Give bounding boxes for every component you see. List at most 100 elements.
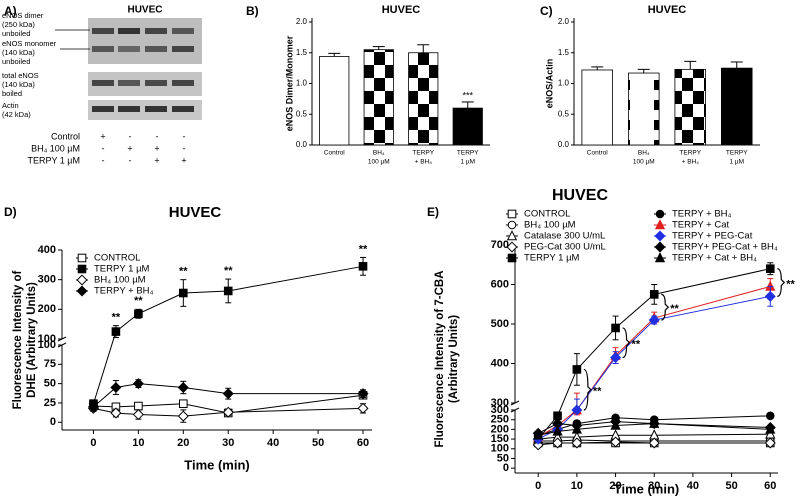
x-tick-label: 60 <box>764 480 776 492</box>
marker <box>610 436 622 448</box>
treatment-sign: + <box>154 143 159 153</box>
marker <box>765 264 775 273</box>
y-tick-label: 500 <box>491 318 509 330</box>
panel-label: E) <box>427 205 439 219</box>
x-tick-label: 1 µM <box>729 159 744 166</box>
y-tick-label: 700 <box>491 239 509 251</box>
treatment-sign: + <box>154 155 159 165</box>
chart-title: HUVEC <box>382 4 421 16</box>
marker <box>572 365 582 374</box>
y-tick-label: 1.0 <box>296 79 308 88</box>
marker <box>654 252 666 263</box>
marker <box>571 404 583 416</box>
treatment-sign: - <box>102 155 105 165</box>
x-tick-label: 30 <box>648 480 660 492</box>
marker <box>177 381 189 394</box>
y-tick-label: 50 <box>44 378 56 390</box>
y-tick-label: 0.5 <box>558 109 570 118</box>
panel-label: D) <box>4 205 17 219</box>
y-tick-label: 250 <box>491 414 509 426</box>
y-tick-label: 600 <box>491 278 509 290</box>
y-tick-label: 200 <box>491 423 509 435</box>
annotation: ** <box>224 265 233 277</box>
treatment-sign: + <box>181 155 186 165</box>
blot-label: (140 kDa) <box>2 48 35 57</box>
x-tick-label: Control <box>587 150 609 157</box>
marker <box>177 410 189 422</box>
brace <box>777 268 786 297</box>
bar <box>628 72 660 146</box>
y-tick-label: 400 <box>38 244 56 256</box>
panel-label: C) <box>540 4 553 18</box>
marker <box>655 209 665 219</box>
marker <box>179 288 188 298</box>
chart-title: HUVEC <box>169 204 222 221</box>
treatment-sign: - <box>129 131 132 141</box>
marker <box>533 429 544 440</box>
blot-label: (140 kDa) <box>2 80 35 89</box>
annotation: ** <box>359 243 368 255</box>
annotation: ** <box>112 312 121 324</box>
y-axis-label: eNOS Dimer/Monomer <box>284 35 294 131</box>
blot-label: boiled <box>2 89 22 98</box>
y-tick-label: 2.0 <box>558 17 570 26</box>
x-tick-label: TERPY <box>457 150 479 157</box>
bar <box>408 52 439 146</box>
marker <box>764 290 776 302</box>
marker <box>110 407 122 419</box>
x-tick-label: + BH₄ <box>682 159 700 166</box>
marker <box>552 437 564 449</box>
x-tick-label: TERPY <box>412 150 434 157</box>
treatment-name: Control <box>51 131 80 141</box>
marker <box>507 220 517 230</box>
x-tick-label: 100 µM <box>633 159 655 166</box>
annotation: ** <box>134 295 143 307</box>
marker <box>648 437 660 449</box>
blot-label: (250 kDa) <box>2 20 35 29</box>
marker <box>610 419 621 430</box>
annotation: ** <box>786 278 795 290</box>
y-tick-label: 2.0 <box>296 17 308 26</box>
blot-title: HUVEC <box>127 5 162 16</box>
series-line <box>538 433 771 440</box>
x-tick-label: 20 <box>609 480 621 492</box>
y-tick-label: 200 <box>38 303 56 315</box>
legend-label: TERPY + BH₄ <box>672 209 732 220</box>
marker <box>110 381 122 394</box>
x-tick-label: 50 <box>725 480 737 492</box>
treatment-name: BH₄ 100 µM <box>31 143 80 153</box>
marker <box>611 323 620 333</box>
treatment-sign: - <box>156 131 159 141</box>
marker <box>506 230 518 241</box>
marker <box>654 241 666 253</box>
x-tick-label: 20 <box>177 437 189 449</box>
marker <box>222 406 234 418</box>
y-tick-label: 0 <box>503 462 509 474</box>
marker <box>134 309 143 319</box>
y-tick-label: 0.5 <box>296 109 308 118</box>
x-tick-label: 50 <box>312 437 324 449</box>
brace <box>661 293 670 321</box>
x-tick-label: 40 <box>267 437 279 449</box>
legend-label: TERPY + Cat + BH₄ <box>672 253 757 264</box>
marker <box>87 401 99 413</box>
marker <box>649 290 659 299</box>
x-tick-label: TERPY <box>679 150 701 157</box>
y-tick-label: 300 <box>491 397 509 409</box>
y-tick-label: 1.5 <box>296 48 308 57</box>
legend-label: TERPY + BH₄ <box>94 286 154 297</box>
x-tick-label: TERPY <box>726 150 748 157</box>
x-tick-label: BH₄ <box>373 150 385 157</box>
marker <box>610 352 622 364</box>
series-line <box>93 383 364 408</box>
marker <box>134 401 143 411</box>
legend-label: PEG-Cat 300 U/mL <box>524 242 606 253</box>
legend-label: TERPY+ PEG-Cat + BH₄ <box>672 242 778 253</box>
chart-title: HUVEC <box>552 187 608 204</box>
x-tick-label: 10 <box>571 480 583 492</box>
treatment-sign: - <box>102 143 105 153</box>
brace <box>583 368 592 411</box>
bar <box>452 107 483 146</box>
blot-label: total eNOS <box>2 71 39 80</box>
